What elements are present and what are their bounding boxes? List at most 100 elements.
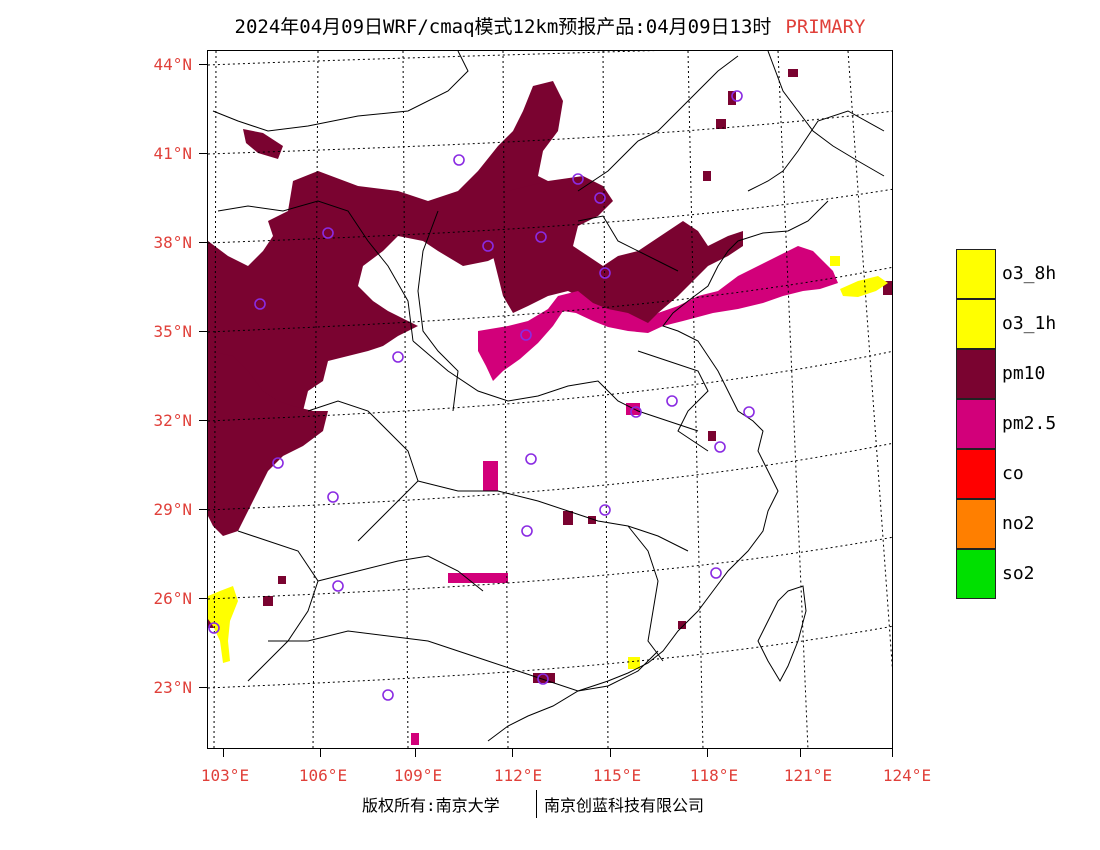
lat-tick xyxy=(199,153,207,154)
site-marker xyxy=(710,567,722,579)
site-marker xyxy=(521,525,533,537)
site-marker xyxy=(322,227,334,239)
o3-cell xyxy=(830,256,840,266)
lon-tick xyxy=(610,749,611,757)
pm10-inner-mongolia-patch xyxy=(243,129,283,159)
boundary-northern-border xyxy=(212,51,469,132)
graticule-lat-32 xyxy=(208,350,892,422)
lat-tick xyxy=(199,598,207,599)
legend-label: so2 xyxy=(1002,563,1035,584)
site-marker xyxy=(714,441,726,453)
legend-label: o3_1h xyxy=(1002,313,1057,334)
legend-item-co: co xyxy=(956,449,1076,499)
site-marker xyxy=(272,457,284,469)
site-marker xyxy=(208,622,220,634)
lat-tick xyxy=(199,509,207,510)
graticule-lat-23 xyxy=(208,625,892,689)
map-canvas xyxy=(208,51,892,748)
pm10-cell xyxy=(703,171,711,181)
lat-tick xyxy=(199,420,207,421)
legend-item-o3-8h: o3_8h xyxy=(956,249,1076,299)
lat-label: 26°N xyxy=(153,589,192,608)
pm10-area xyxy=(208,69,892,683)
graticule-lon-109 xyxy=(402,51,409,748)
site-marker xyxy=(535,231,547,243)
pm10-cell xyxy=(788,69,798,77)
site-marker xyxy=(254,298,266,310)
lon-tick xyxy=(512,749,513,757)
legend-item-so2: so2 xyxy=(956,549,1076,599)
forecast-map xyxy=(207,50,893,749)
title-text: 2024年04月09日WRF/cmaq模式12km预报产品:04月09日13时 xyxy=(234,16,772,38)
site-marker xyxy=(666,395,678,407)
lat-label: 32°N xyxy=(153,411,192,430)
o3-yellow-sea-patch xyxy=(840,276,888,297)
lat-tick xyxy=(199,242,207,243)
boundary-yunnan-guizhou xyxy=(237,530,319,682)
lon-label: 118°E xyxy=(689,766,739,785)
pm25-cell xyxy=(411,733,419,745)
pm10-cell xyxy=(678,621,686,629)
site-marker xyxy=(599,267,611,279)
graticule-lon-112 xyxy=(502,51,509,748)
site-marker xyxy=(537,673,549,685)
legend-item-no2: no2 xyxy=(956,499,1076,549)
legend-label: co xyxy=(1002,463,1024,484)
pm10-cell xyxy=(708,431,716,441)
boundary-hunan-jiangxi xyxy=(417,480,689,552)
boundary-guangxi-guizhou xyxy=(317,555,484,592)
pm10-cell xyxy=(716,119,726,129)
legend-swatch xyxy=(956,399,996,449)
graticule xyxy=(208,51,892,748)
legend-label: pm2.5 xyxy=(1002,413,1057,434)
pm25-area xyxy=(411,246,838,745)
monitoring-sites xyxy=(208,90,755,701)
boundary-guangxi-guangdong xyxy=(268,630,659,692)
site-marker xyxy=(525,453,537,465)
pm10-cell xyxy=(318,351,328,359)
boundary-shaanxi-shanxi xyxy=(417,210,459,412)
pm10-cell xyxy=(278,576,286,584)
legend-label: no2 xyxy=(1002,513,1035,534)
legend-swatch xyxy=(956,499,996,549)
legend-item-pm25: pm2.5 xyxy=(956,399,1076,449)
legend-swatch xyxy=(956,449,996,499)
pm10-cell xyxy=(533,673,555,683)
o3-cell xyxy=(628,657,640,669)
boundary-sichuan-chongqing xyxy=(307,400,419,542)
lon-label: 124°E xyxy=(882,766,932,785)
credit-left: 版权所有:南京大学 xyxy=(362,796,500,815)
pollutant-legend: o3_8h o3_1h pm10 pm2.5 co no2 so2 xyxy=(956,249,1076,599)
lon-tick xyxy=(223,749,224,757)
site-marker xyxy=(382,689,394,701)
graticule-lat-38 xyxy=(208,188,892,244)
site-marker xyxy=(599,504,611,516)
coastline-taiwan xyxy=(757,585,807,683)
graticule-lat-44 xyxy=(208,51,656,66)
boundary-northeast-coast xyxy=(767,51,885,177)
province-boundaries xyxy=(212,51,885,692)
o3-area xyxy=(208,256,888,669)
lat-tick xyxy=(199,64,207,65)
site-marker xyxy=(453,154,465,166)
credit-right: 南京创蓝科技有限公司 xyxy=(544,796,705,815)
graticule-lon-115 xyxy=(602,51,609,748)
pm10-cell xyxy=(263,596,273,606)
legend-label: o3_8h xyxy=(1002,263,1057,284)
site-marker xyxy=(743,406,755,418)
credit-separator xyxy=(536,790,537,818)
o3-yunnan-patch xyxy=(208,586,238,663)
lat-tick xyxy=(199,331,207,332)
graticule-lon-118 xyxy=(687,51,704,748)
lon-label: 121°E xyxy=(783,766,833,785)
legend-swatch xyxy=(956,549,996,599)
graticule-lat-41 xyxy=(208,110,892,155)
boundary-anhui-jiangsu xyxy=(637,350,709,452)
lat-label: 29°N xyxy=(153,500,192,519)
graticule-lon-106 xyxy=(312,51,319,748)
lon-label: 103°E xyxy=(200,766,250,785)
boundary-hubei-henan xyxy=(412,340,699,432)
site-marker xyxy=(332,580,344,592)
site-marker xyxy=(731,90,743,102)
graticule-lon-124 xyxy=(847,51,892,671)
